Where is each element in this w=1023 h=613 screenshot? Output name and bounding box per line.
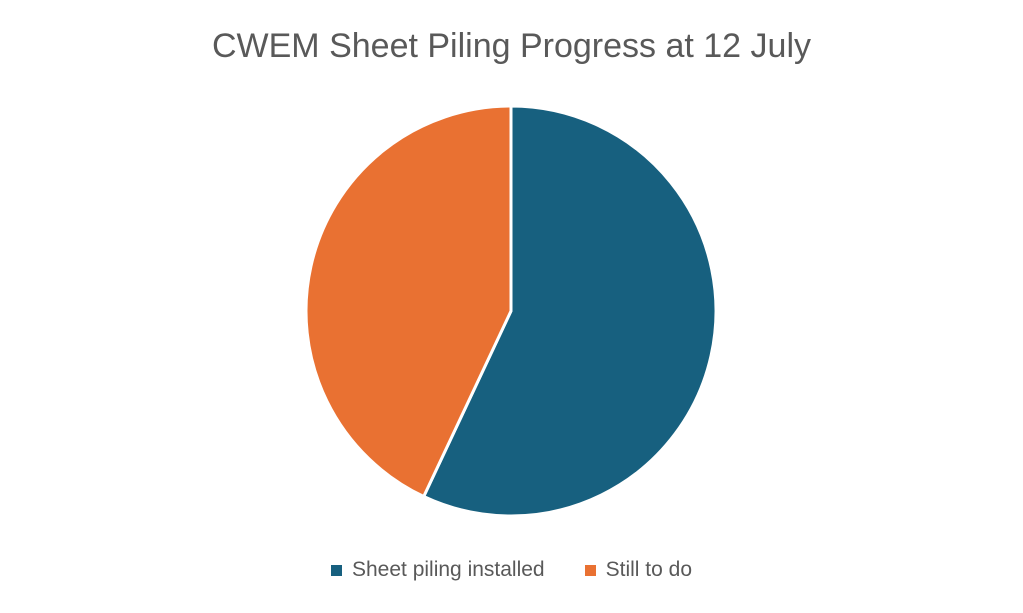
pie-slice-installed: [422, 104, 718, 518]
chart-title: CWEM Sheet Piling Progress at 12 July: [211, 27, 812, 65]
legend: Sheet piling installed Still to do: [0, 558, 1023, 582]
pie-slice-still-to-do: [304, 104, 513, 498]
legend-item-still-to-do: Still to do: [584, 558, 693, 582]
legend-label-installed: Sheet piling installed: [351, 558, 545, 581]
legend-item-installed: Sheet piling installed: [330, 558, 545, 582]
legend-swatch-installed: [330, 564, 342, 576]
legend-swatch-still-to-do: [584, 564, 596, 576]
legend-label-still-to-do: Still to do: [605, 558, 693, 581]
